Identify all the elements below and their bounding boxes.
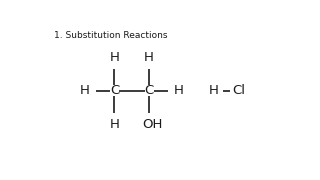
Text: H: H (174, 84, 184, 97)
Text: C: C (145, 84, 154, 97)
Text: H: H (109, 51, 119, 64)
Text: H: H (144, 51, 154, 64)
Text: OH: OH (142, 118, 162, 131)
Text: H: H (109, 118, 119, 131)
Text: Cl: Cl (233, 84, 246, 97)
Text: H: H (80, 84, 90, 97)
Text: C: C (110, 84, 119, 97)
Text: H: H (209, 84, 219, 97)
Text: 1. Substitution Reactions: 1. Substitution Reactions (54, 31, 167, 40)
